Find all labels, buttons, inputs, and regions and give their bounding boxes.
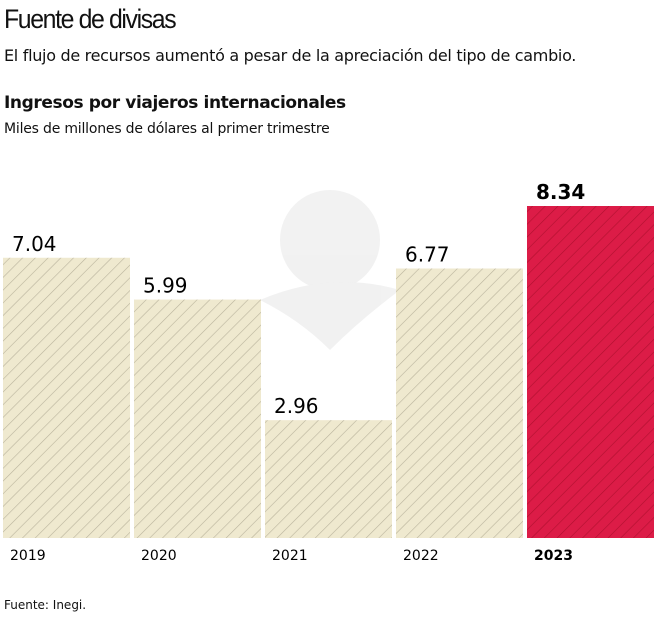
watermark-eagle — [260, 190, 400, 350]
chart-title: Ingresos por viajeros internacionales — [4, 93, 346, 113]
x-tick-label-2023: 2023 — [534, 548, 573, 564]
bar-2023 — [527, 206, 654, 538]
bar-2019 — [3, 257, 130, 538]
data-label-2022: 6.77 — [405, 242, 450, 266]
data-label-2020: 5.99 — [143, 274, 188, 298]
bar-2021 — [265, 420, 392, 538]
data-label-2019: 7.04 — [12, 232, 57, 256]
bar-2022 — [396, 268, 523, 538]
chart-subtitle: Miles de millones de dólares al primer t… — [4, 121, 330, 137]
data-label-2023: 8.34 — [536, 180, 585, 204]
x-tick-label-2020: 2020 — [141, 548, 177, 564]
source-note: Fuente: Inegi. — [4, 598, 87, 612]
data-label-2021: 2.96 — [274, 394, 319, 418]
page-title: Fuente de divisas — [4, 4, 177, 34]
bar-2020 — [134, 299, 261, 538]
page-subtitle: El flujo de recursos aumentó a pesar de … — [4, 46, 577, 65]
x-tick-label-2022: 2022 — [403, 548, 439, 564]
x-tick-label-2019: 2019 — [10, 548, 46, 564]
bar-chart: 7.04 2019 5.99 2020 2.96 2021 6.77 2022 8.34 2023 — [3, 180, 654, 564]
x-tick-label-2021: 2021 — [272, 548, 308, 564]
